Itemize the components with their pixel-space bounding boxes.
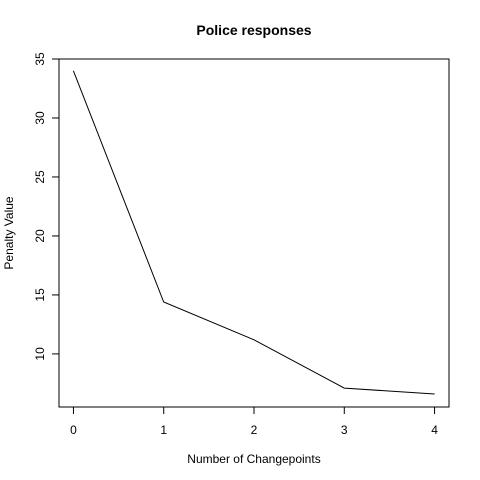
y-tick-label: 15 <box>33 288 47 302</box>
plot-frame <box>58 58 450 408</box>
y-tick-label: 10 <box>33 347 47 361</box>
penalty-line <box>72 70 435 395</box>
x-axis: 0 1 2 3 4 <box>70 407 438 437</box>
x-axis-label: Number of Changepoints <box>187 452 320 466</box>
x-tick-label: 3 <box>341 423 348 437</box>
y-tick-label: 35 <box>33 52 47 66</box>
y-tick-label: 25 <box>33 170 47 184</box>
x-tick-label: 4 <box>431 423 438 437</box>
y-tick-label: 20 <box>33 229 47 243</box>
x-tick-label: 0 <box>70 423 77 437</box>
y-axis-label: Penalty Value <box>2 196 16 269</box>
y-axis: 10 15 20 25 30 35 <box>33 52 59 361</box>
x-tick-label: 2 <box>251 423 258 437</box>
x-tick-label: 1 <box>160 423 167 437</box>
chart-title: Police responses <box>196 22 311 38</box>
y-tick-label: 30 <box>33 111 47 125</box>
